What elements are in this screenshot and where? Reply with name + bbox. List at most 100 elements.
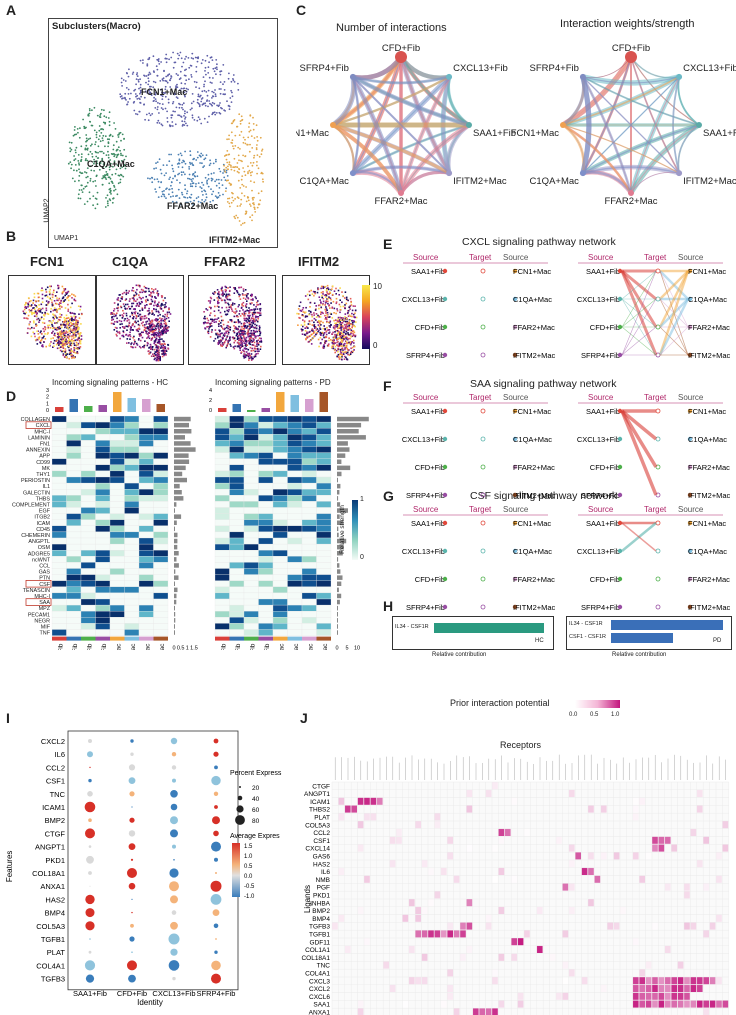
heat-cell [80,574,96,581]
umap-point [238,220,241,222]
umap-point [157,119,160,122]
pathway-label: NEGR [34,618,50,624]
interaction-edge [581,76,633,194]
umap-point [190,178,193,181]
umap-point [197,196,200,198]
umap-point [195,66,198,68]
cell-color-strip [258,636,273,641]
heat-cell [138,458,154,465]
umap-point [190,102,193,105]
potential-cell [485,1008,492,1015]
ligand-label: PGF [317,885,330,892]
potential-cell [396,828,402,836]
umap-point [212,91,215,94]
potential-tick: 0.5 [590,712,599,718]
umap-point [175,201,178,204]
pathway-sum-bar [337,453,346,458]
umap-point [223,89,226,91]
heat-cell [287,446,303,453]
umap-point [119,181,122,184]
heat-cell [272,537,288,545]
pathway-sum-bar [337,447,350,452]
identity-label: SFRP4+Fib [197,989,236,998]
umap-point [203,158,206,161]
umap-point [80,153,83,156]
ligand-label: SAA1 [313,1002,330,1009]
heat-cell [109,513,125,520]
potential-cell [524,828,530,836]
umap-point [194,56,197,59]
heat-cell [124,550,140,557]
umap-point [227,197,229,200]
net-left-label: SFRP4+Fib [581,351,620,360]
cell-axis-label: SAA1+Fib [57,643,64,650]
umap-point [108,120,111,123]
potential-cell [696,984,703,992]
umap-point [132,71,135,74]
heat-cell [301,574,317,581]
heat-cell [229,519,245,526]
umap-point [184,58,186,60]
heat-cell [124,501,140,508]
potential-cell [466,805,473,813]
potential-cell [671,984,677,992]
heat-cell [66,556,82,563]
pathway-sum-bar [337,465,351,471]
umap-point [231,196,234,199]
umap-point [200,122,203,125]
umap-point [98,125,101,127]
umap-point [221,107,223,110]
umap-point [147,119,150,122]
pathway-sum-bar [337,551,343,556]
umap-point [105,171,108,173]
potential-cell [600,852,607,860]
umap-point [219,92,222,95]
umap-point [211,95,214,97]
potential-cell [568,860,575,868]
cell-axis-label: C1QA+Mac [130,643,137,650]
heat-cell [138,440,154,447]
heat-cell [138,452,154,459]
umap-point [98,168,101,171]
potential-cell [639,1000,645,1008]
interaction-edge [398,56,452,175]
umap-point [238,159,240,162]
pathway-label: MPZ [39,606,51,612]
heat-cell [95,482,111,490]
expression-dot [88,818,92,822]
umap-point [181,166,184,169]
pathway-sum-bar [174,575,179,580]
umap-point [163,174,166,177]
heat-cell [153,476,169,484]
umap-point [108,166,111,169]
net-right-label: IFITM2+Mac [688,351,731,360]
umap-point [212,67,215,70]
umap-point [109,187,112,190]
potential-cell [562,930,569,938]
heat-cell [243,428,259,435]
node-label: SAA1+Fib [473,128,516,139]
umap-point [95,165,98,168]
umap-point [232,166,235,169]
umap-point [186,192,188,195]
umap-point [113,161,116,164]
pathway-label: MIF [41,625,51,631]
interaction-edge [352,166,450,175]
expression-dot [172,844,176,849]
heat-cell [124,617,140,624]
umap-point [162,164,165,167]
umap-point [70,167,72,170]
umap-point [197,200,200,203]
heat-cell [80,470,96,478]
contribution-bar-hc [434,623,544,633]
potential-cell [645,1000,652,1008]
heat-cell [243,482,259,490]
heat-cell [138,525,154,533]
ligand-label: BMP4 [312,916,330,923]
umap-point [67,162,70,165]
umap-point [191,52,194,55]
umap-point [207,66,210,69]
heat-cell [229,586,245,594]
umap-point [260,153,263,156]
umap-point [85,140,87,143]
